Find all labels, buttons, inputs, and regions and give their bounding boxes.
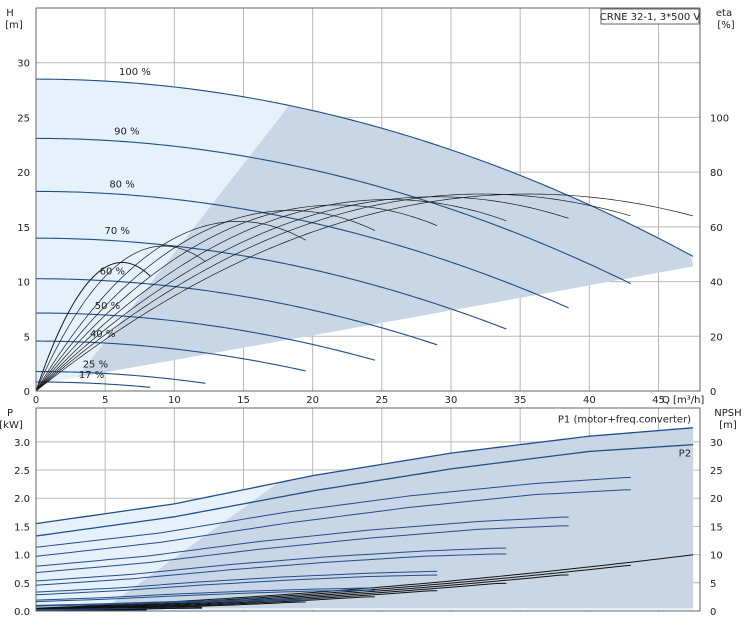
y2-tick-label-2: 40 — [710, 278, 723, 289]
npsh-tick-label-0: 0 — [710, 607, 716, 618]
speed-label-6: 40 % — [90, 329, 115, 340]
p-tick-label-2: 1.0 — [14, 551, 30, 562]
speed-label-5: 50 % — [95, 301, 120, 312]
bottom-operating-area — [36, 428, 693, 610]
speed-label-3: 70 % — [104, 226, 129, 237]
y-tick-label-4: 20 — [17, 168, 30, 179]
npsh-tick-label-3: 15 — [710, 522, 723, 533]
y2-axis-unit-eta: [%] — [717, 20, 734, 31]
speed-label-2: 80 % — [109, 179, 134, 190]
x-tick-label-7: 35 — [514, 395, 527, 406]
y2-tick-label-4: 80 — [710, 168, 723, 179]
p2-series-label: P2 — [679, 449, 691, 460]
x-tick-label-6: 30 — [445, 395, 458, 406]
y2-tick-label-1: 20 — [710, 332, 723, 343]
y2-tick-label-0: 0 — [710, 387, 716, 398]
speed-label-4: 60 % — [100, 267, 125, 278]
npsh-tick-label-1: 5 — [710, 579, 716, 590]
x-tick-label-5: 25 — [375, 395, 388, 406]
y-tick-label-6: 30 — [17, 59, 30, 70]
p-tick-label-0: 0.0 — [14, 607, 30, 618]
y-tick-label-3: 15 — [17, 223, 30, 234]
x-tick-label-2: 10 — [168, 395, 181, 406]
p-tick-label-5: 2.5 — [14, 466, 30, 477]
npsh-tick-label-4: 20 — [710, 494, 723, 505]
p-tick-label-4: 2.0 — [14, 494, 30, 505]
p-tick-label-6: 3.0 — [14, 438, 30, 449]
x-tick-label-8: 40 — [583, 395, 596, 406]
x-tick-label-0: 0 — [33, 395, 39, 406]
npsh-tick-label-5: 25 — [710, 466, 723, 477]
y-tick-label-0: 0 — [24, 387, 30, 398]
speed-label-1: 90 % — [114, 126, 139, 137]
y-tick-label-5: 25 — [17, 113, 30, 124]
p1-series-label: P1 (motor+freq.converter) — [558, 415, 691, 426]
chart-title: CRNE 32-1, 3*500 V — [600, 12, 701, 23]
p-tick-label-3: 1.5 — [14, 522, 30, 533]
npsh-tick-label-2: 10 — [710, 551, 723, 562]
y-tick-label-1: 5 — [24, 332, 30, 343]
speed-label-7: 25 % — [83, 360, 108, 371]
y2-axis-label-eta: eta — [716, 8, 732, 19]
x-tick-label-4: 20 — [306, 395, 319, 406]
x-tick-label-3: 15 — [237, 395, 250, 406]
x-tick-label-1: 5 — [102, 395, 108, 406]
speed-label-8: 17 % — [79, 370, 104, 381]
speed-label-0: 100 % — [119, 67, 151, 78]
y2-axis-label-npsh: NPSH — [714, 408, 741, 419]
y-axis-unit-h: [m] — [5, 20, 23, 31]
y-axis-label-h: H — [6, 8, 14, 19]
y-axis-label-p: P — [7, 408, 13, 419]
y2-tick-label-5: 100 — [710, 113, 729, 124]
x-axis-label: Q [m³/h] — [662, 395, 704, 406]
y-axis-unit-p: [kW] — [0, 420, 23, 431]
y2-axis-unit-npsh: [m] — [719, 420, 737, 431]
p-tick-label-1: 0.5 — [14, 579, 30, 590]
qh-curve-8 — [36, 382, 150, 387]
y2-tick-label-3: 60 — [710, 223, 723, 234]
y-tick-label-2: 10 — [17, 278, 30, 289]
npsh-tick-label-6: 30 — [710, 438, 723, 449]
